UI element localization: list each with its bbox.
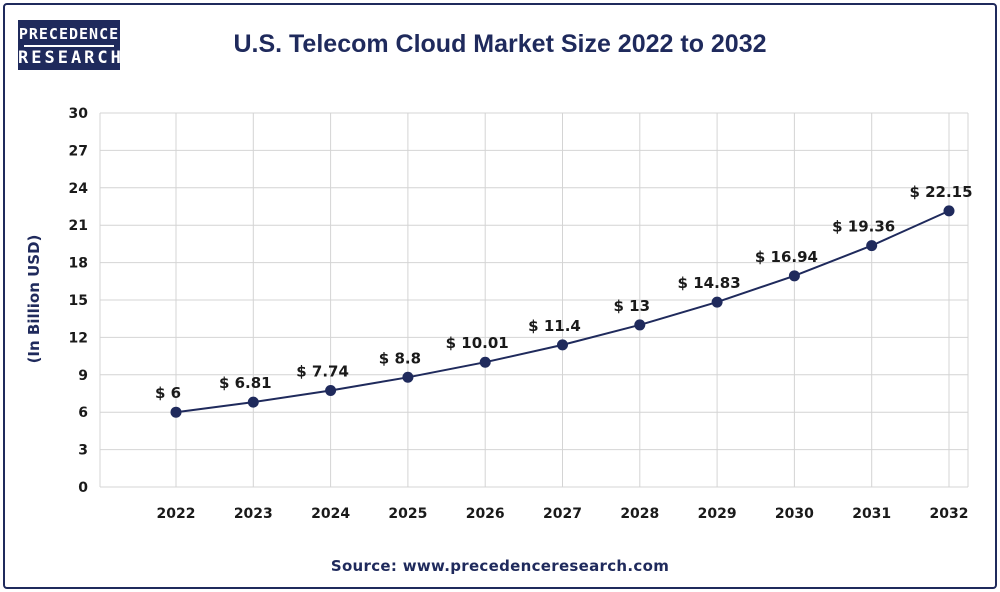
x-tick-label: 2027	[543, 506, 582, 522]
data-point	[943, 205, 955, 217]
data-label: $ 6	[155, 384, 181, 402]
x-tick-label: 2030	[775, 506, 814, 522]
data-label: $ 7.74	[296, 363, 349, 381]
x-tick-label: 2024	[311, 506, 350, 522]
data-point	[479, 356, 491, 368]
y-tick-label: 6	[78, 405, 88, 421]
x-tick-label: 2022	[157, 506, 196, 522]
logo-text-bottom: RESEARCH	[18, 48, 124, 68]
data-label: $ 19.36	[832, 218, 895, 236]
logo-divider	[24, 45, 114, 47]
data-label: $ 16.94	[755, 248, 818, 266]
y-tick-label: 24	[69, 181, 89, 197]
x-tick-label: 2025	[388, 506, 427, 522]
y-tick-label: 18	[69, 256, 88, 272]
x-axis-ticks: 2022 2023 2024 2025 2026 2027 2028 2029 2030 2031…	[157, 506, 969, 522]
x-tick-label: 2023	[234, 506, 273, 522]
grid-lines	[99, 112, 969, 488]
data-label: $ 22.15	[909, 183, 972, 201]
x-tick-label: 2031	[852, 506, 891, 522]
y-tick-label: 30	[69, 106, 89, 122]
x-tick-label: 2032	[930, 506, 969, 522]
y-tick-label: 3	[78, 443, 88, 459]
data-labels: $ 6 $ 6.81 $ 7.74 $ 8.8 $ 10.01 $ 11.4 $ 13 $ 1…	[155, 183, 973, 402]
data-label: $ 6.81	[219, 374, 272, 392]
chart-frame	[3, 3, 997, 589]
y-tick-label: 21	[69, 218, 88, 234]
data-point	[325, 385, 337, 397]
x-tick-label: 2028	[620, 506, 659, 522]
y-tick-label: 15	[69, 293, 88, 309]
y-tick-label: 0	[78, 480, 88, 496]
data-point	[866, 240, 878, 252]
data-label: $ 10.01	[446, 334, 509, 352]
logo-text-top: PRECEDENCE	[18, 25, 120, 43]
data-points	[170, 205, 955, 418]
data-point	[557, 339, 568, 351]
data-point	[788, 270, 800, 282]
data-point	[247, 396, 259, 408]
data-label: $ 8.8	[379, 349, 421, 367]
data-label: $ 11.4	[528, 317, 581, 335]
data-label: $ 14.83	[678, 274, 741, 292]
y-tick-label: 9	[78, 368, 88, 384]
y-tick-label: 12	[69, 330, 88, 346]
data-point	[402, 371, 414, 383]
x-tick-label: 2026	[466, 506, 505, 522]
data-point	[170, 406, 182, 418]
y-axis-ticks: 0 3 6 9 12 15 18 21 24 27 30	[69, 106, 89, 496]
x-tick-label: 2029	[698, 506, 737, 522]
data-point	[711, 296, 723, 308]
data-label: $ 13	[614, 297, 651, 315]
data-point	[634, 319, 646, 331]
y-axis-label: (In Billion USD)	[25, 235, 43, 364]
chart-title: U.S. Telecom Cloud Market Size 2022 to 2…	[233, 30, 767, 58]
brand-logo: PRECEDENCE RESEARCH	[18, 20, 124, 70]
y-tick-label: 27	[69, 143, 88, 159]
source-note: Source: www.precedenceresearch.com	[330, 557, 670, 575]
